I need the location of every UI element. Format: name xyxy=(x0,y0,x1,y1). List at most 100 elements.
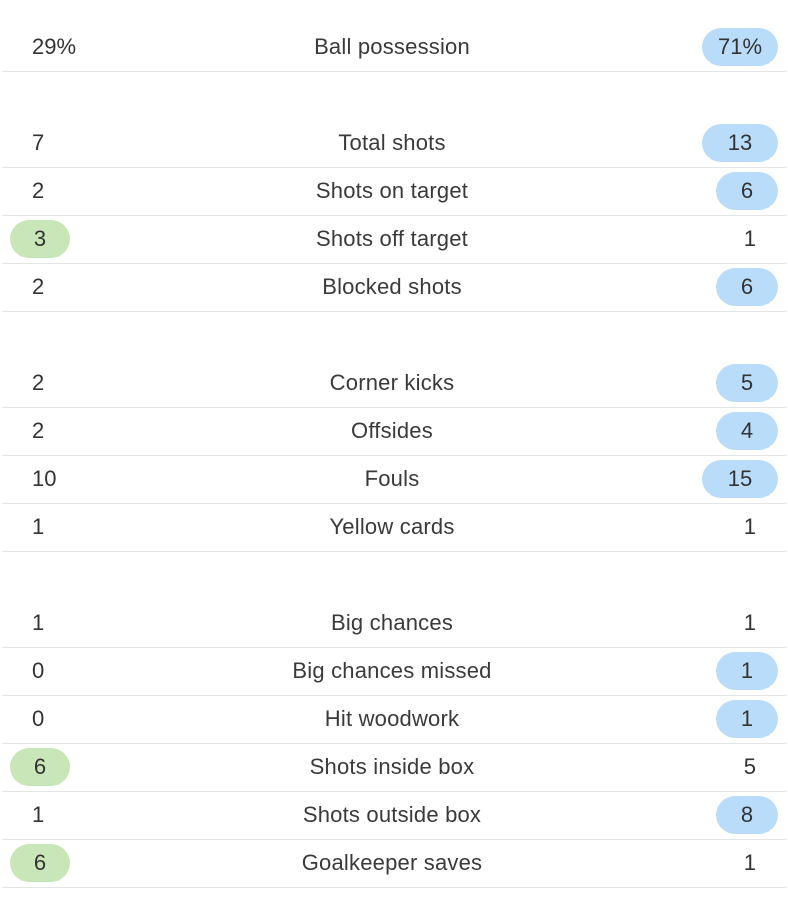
home-value: 29% xyxy=(2,28,82,66)
home-value: 7 xyxy=(2,124,82,162)
home-value-text: 6 xyxy=(33,850,47,875)
away-value-text: 15 xyxy=(727,466,753,491)
home-value-text: 2 xyxy=(32,178,45,203)
stat-label: Big chances missed xyxy=(292,658,492,683)
stat-row: 10 Fouls 15 xyxy=(2,456,786,504)
stat-row: 2 Shots on target 6 xyxy=(2,168,786,216)
stat-label: Shots outside box xyxy=(302,802,482,827)
home-value: 0 xyxy=(2,700,82,738)
stat-row: 6 Goalkeeper saves 1 xyxy=(2,840,786,888)
away-highlight-pill xyxy=(702,124,778,162)
away-value: 5 xyxy=(676,364,786,402)
away-highlight-pill xyxy=(716,364,778,402)
away-value: 1 xyxy=(676,700,786,738)
away-value: 1 xyxy=(676,652,786,690)
stat-row: 1 Big chances 1 xyxy=(2,600,786,648)
stat-row: 6 Shots inside box 5 xyxy=(2,744,786,792)
home-value: 2 xyxy=(2,268,82,306)
home-value-text: 0 xyxy=(32,658,45,683)
home-value-text: 29% xyxy=(32,34,77,59)
stat-label: Goalkeeper saves xyxy=(301,850,483,875)
stat-label: Hit woodwork xyxy=(324,706,460,731)
home-value-text: 1 xyxy=(32,610,45,635)
stat-row: 0 Big chances missed 1 xyxy=(2,648,786,696)
away-value: 6 xyxy=(676,268,786,306)
stat-label: Blocked shots xyxy=(322,274,462,299)
stat-row: 2 Corner kicks 5 xyxy=(2,360,786,408)
away-value: 1 xyxy=(676,220,786,258)
away-value-text: 8 xyxy=(740,802,754,827)
away-value-text: 1 xyxy=(740,658,754,683)
home-highlight-pill xyxy=(10,748,70,786)
stat-label: Big chances xyxy=(330,610,454,635)
home-value: 6 xyxy=(2,844,82,882)
home-value-text: 2 xyxy=(32,418,45,443)
away-value: 6 xyxy=(676,172,786,210)
stat-row: 1 Yellow cards 1 xyxy=(2,504,786,552)
home-value: 1 xyxy=(2,508,82,546)
away-value-text: 1 xyxy=(743,226,756,251)
stat-row: 2 Offsides 4 xyxy=(2,408,786,456)
stat-label: Shots off target xyxy=(315,226,468,251)
away-value-text: 6 xyxy=(740,178,754,203)
stat-row: 3 Shots off target 1 xyxy=(2,216,786,264)
stat-row: 2 Blocked shots 6 xyxy=(2,264,786,312)
stat-row: 7 Total shots 13 xyxy=(2,120,786,168)
away-value-text: 1 xyxy=(743,514,756,539)
home-value-text: 2 xyxy=(32,274,45,299)
home-highlight-pill xyxy=(10,220,70,258)
away-value-text: 5 xyxy=(743,754,756,779)
home-value-text: 3 xyxy=(33,226,47,251)
home-value-text: 7 xyxy=(32,130,45,155)
home-highlight-pill xyxy=(10,844,70,882)
stat-label: Shots on target xyxy=(315,178,469,203)
away-value: 1 xyxy=(676,844,786,882)
stat-label: Ball possession xyxy=(314,34,470,59)
home-value: 3 xyxy=(2,220,82,258)
home-value: 2 xyxy=(2,364,82,402)
away-highlight-pill xyxy=(716,700,778,738)
away-value: 1 xyxy=(676,508,786,546)
home-value-text: 2 xyxy=(32,370,45,395)
away-value-text: 5 xyxy=(740,370,754,395)
home-value: 1 xyxy=(2,604,82,642)
home-value: 2 xyxy=(2,172,82,210)
home-value-text: 0 xyxy=(32,706,45,731)
away-highlight-pill xyxy=(702,28,778,66)
away-value: 5 xyxy=(676,748,786,786)
stat-row: 0 Hit woodwork 1 xyxy=(2,696,786,744)
home-value: 1 xyxy=(2,796,82,834)
stat-label: Offsides xyxy=(351,418,433,443)
stat-row: 29% Ball possession 71% xyxy=(2,24,786,72)
home-value: 10 xyxy=(2,460,82,498)
away-highlight-pill xyxy=(716,796,778,834)
home-value-text: 1 xyxy=(32,802,45,827)
stat-row: 1 Shots outside box 8 xyxy=(2,792,786,840)
away-value: 13 xyxy=(676,124,786,162)
away-value: 15 xyxy=(676,460,786,498)
home-value: 2 xyxy=(2,412,82,450)
away-value-text: 13 xyxy=(727,130,753,155)
away-value-text: 1 xyxy=(740,706,754,731)
away-value: 1 xyxy=(676,604,786,642)
away-highlight-pill xyxy=(716,268,778,306)
away-highlight-pill xyxy=(716,412,778,450)
away-value-text: 71% xyxy=(717,34,763,59)
away-value: 71% xyxy=(676,28,786,66)
stat-label: Total shots xyxy=(338,130,446,155)
away-value-text: 1 xyxy=(743,610,756,635)
home-value-text: 1 xyxy=(32,514,45,539)
home-value-text: 10 xyxy=(32,466,57,491)
home-value: 0 xyxy=(2,652,82,690)
stat-label: Corner kicks xyxy=(329,370,455,395)
away-value-text: 1 xyxy=(743,850,756,875)
away-highlight-pill xyxy=(702,460,778,498)
stat-label: Yellow cards xyxy=(329,514,455,539)
stat-label: Shots inside box xyxy=(309,754,475,779)
away-value-text: 6 xyxy=(740,274,754,299)
home-value: 6 xyxy=(2,748,82,786)
away-highlight-pill xyxy=(716,652,778,690)
home-value-text: 6 xyxy=(33,754,47,779)
away-value: 4 xyxy=(676,412,786,450)
stat-label: Fouls xyxy=(364,466,420,491)
